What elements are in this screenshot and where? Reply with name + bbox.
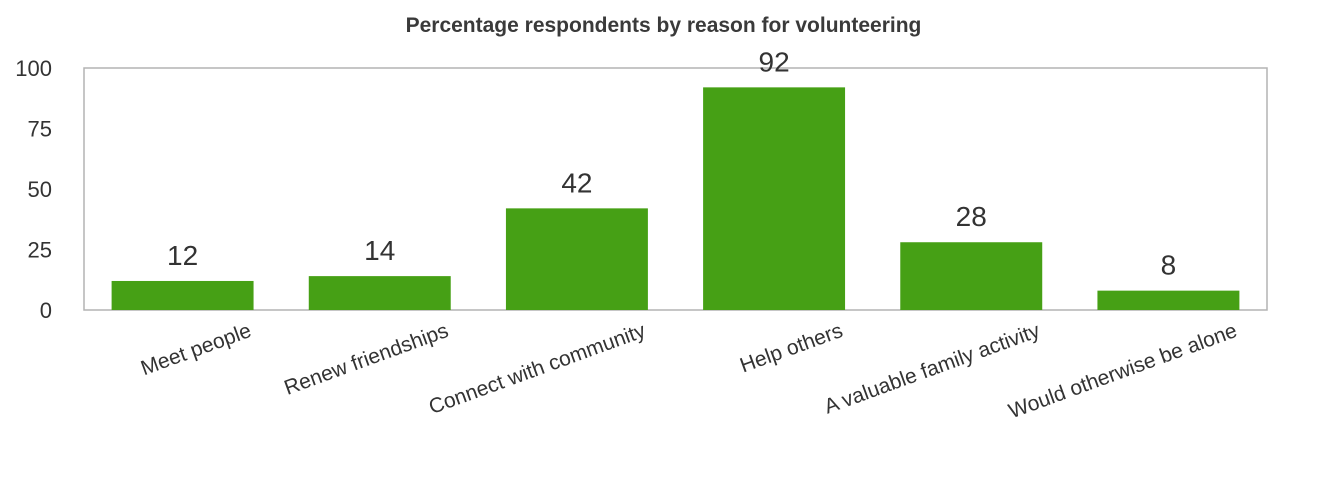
data-label: 8 <box>1161 250 1177 281</box>
data-label: 14 <box>364 235 395 266</box>
bar <box>703 87 846 310</box>
y-tick-label: 0 <box>40 298 52 323</box>
x-tick-label: Help others <box>737 319 846 377</box>
y-tick-label: 50 <box>28 177 52 202</box>
bar <box>505 208 648 310</box>
bar <box>1097 290 1240 310</box>
y-tick-label: 25 <box>28 238 52 263</box>
data-label: 28 <box>956 201 987 232</box>
data-label: 92 <box>759 46 790 77</box>
x-tick-label: Connect with community <box>426 319 649 419</box>
data-label: 42 <box>561 167 592 198</box>
x-tick-label: Renew friendships <box>281 319 451 400</box>
x-tick-label: Meet people <box>138 319 254 380</box>
bar <box>308 276 451 310</box>
plot-frame <box>83 67 1268 311</box>
bar <box>111 280 254 310</box>
y-tick-label: 100 <box>15 56 52 81</box>
chart-title: Percentage respondents by reason for vol… <box>405 14 922 37</box>
data-label: 12 <box>167 240 198 271</box>
y-tick-label: 75 <box>28 117 52 142</box>
bar <box>900 242 1043 310</box>
